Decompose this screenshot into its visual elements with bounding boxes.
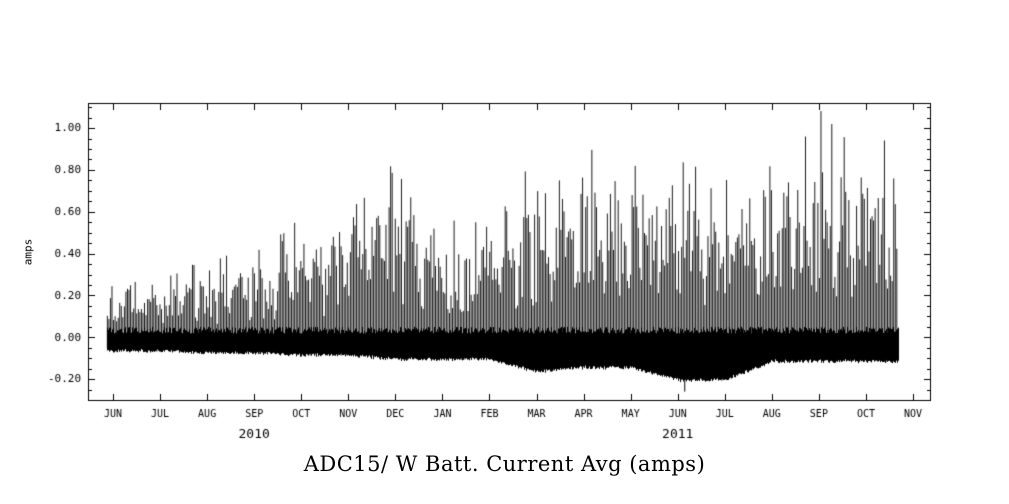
chart-subtitle: ADC15/ W Batt. Current Avg (amps) bbox=[303, 452, 706, 476]
y-axis-label: amps bbox=[21, 238, 35, 266]
